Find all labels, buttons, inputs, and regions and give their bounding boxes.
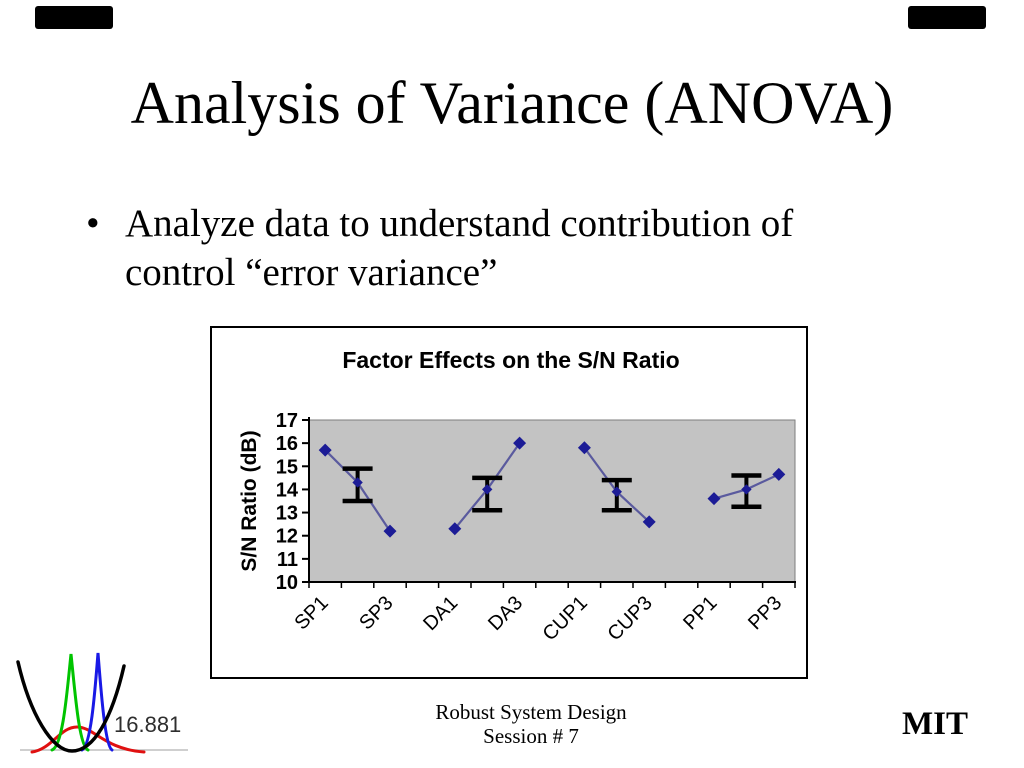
data-point-marker	[318, 443, 332, 457]
chart-title: Factor Effects on the S/N Ratio	[342, 347, 679, 373]
factor-effects-chart: Factor Effects on the S/N Ratio S/N Ratio…	[210, 326, 808, 679]
x-tick-label: CUP3	[603, 592, 656, 645]
data-point-marker	[577, 441, 591, 455]
x-tick-label: CUP1	[539, 592, 592, 645]
course-logo-icon	[16, 652, 188, 754]
x-tick-label: DA1	[419, 592, 462, 635]
y-tick-label: 17	[276, 410, 298, 432]
bullet-marker: •	[86, 202, 100, 245]
green-peak-curve	[50, 653, 90, 752]
y-tick-label: 11	[277, 549, 298, 571]
parabola-curve	[16, 660, 126, 753]
y-tick-label: 16	[276, 433, 298, 455]
x-tick-label: PP3	[744, 592, 786, 634]
data-point-marker	[707, 492, 721, 506]
chart-canvas: Factor Effects on the S/N Ratio S/N Ratio…	[238, 347, 796, 645]
y-tick-label: 13	[276, 503, 298, 525]
slide-title: Analysis of Variance (ANOVA)	[130, 70, 894, 136]
y-tick-label: 12	[276, 526, 298, 548]
course-number: 16.881	[114, 712, 182, 737]
y-axis-title: S/N Ratio (dB)	[238, 430, 261, 571]
data-point-marker	[448, 522, 462, 536]
y-tick-label: 10	[276, 572, 298, 594]
corner-tab-left	[35, 6, 113, 29]
data-point-marker	[642, 515, 656, 529]
bullet-line-1: Analyze data to understand contribution …	[125, 202, 794, 245]
blue-peak-curve	[80, 652, 114, 752]
bullet-text: Analyze data to understand contribution …	[125, 199, 793, 297]
mit-wordmark: MIT	[902, 706, 968, 742]
footer-center: Robust System Design Session # 7	[381, 700, 681, 748]
data-point-marker	[513, 436, 527, 450]
data-point-marker	[352, 477, 363, 488]
x-tick-label: SP3	[355, 592, 397, 634]
data-point-marker	[741, 484, 752, 495]
data-point-marker	[611, 486, 622, 497]
red-curve	[30, 725, 146, 754]
data-point-marker	[772, 467, 786, 481]
footer-line-2: Session # 7	[483, 724, 579, 748]
x-tick-label: PP1	[679, 592, 721, 634]
footer-line-1: Robust System Design	[435, 700, 627, 724]
x-tick-label: DA3	[484, 592, 527, 635]
data-point-marker	[482, 484, 493, 495]
x-tick-label: SP1	[290, 592, 332, 634]
bullet-item: • Analyze data to understand contributio…	[86, 199, 793, 297]
corner-tab-right	[908, 6, 986, 29]
bullet-line-2: control “error variance”	[125, 251, 498, 294]
data-point-marker	[383, 524, 397, 538]
y-tick-label: 15	[276, 456, 298, 478]
y-tick-label: 14	[276, 479, 299, 501]
